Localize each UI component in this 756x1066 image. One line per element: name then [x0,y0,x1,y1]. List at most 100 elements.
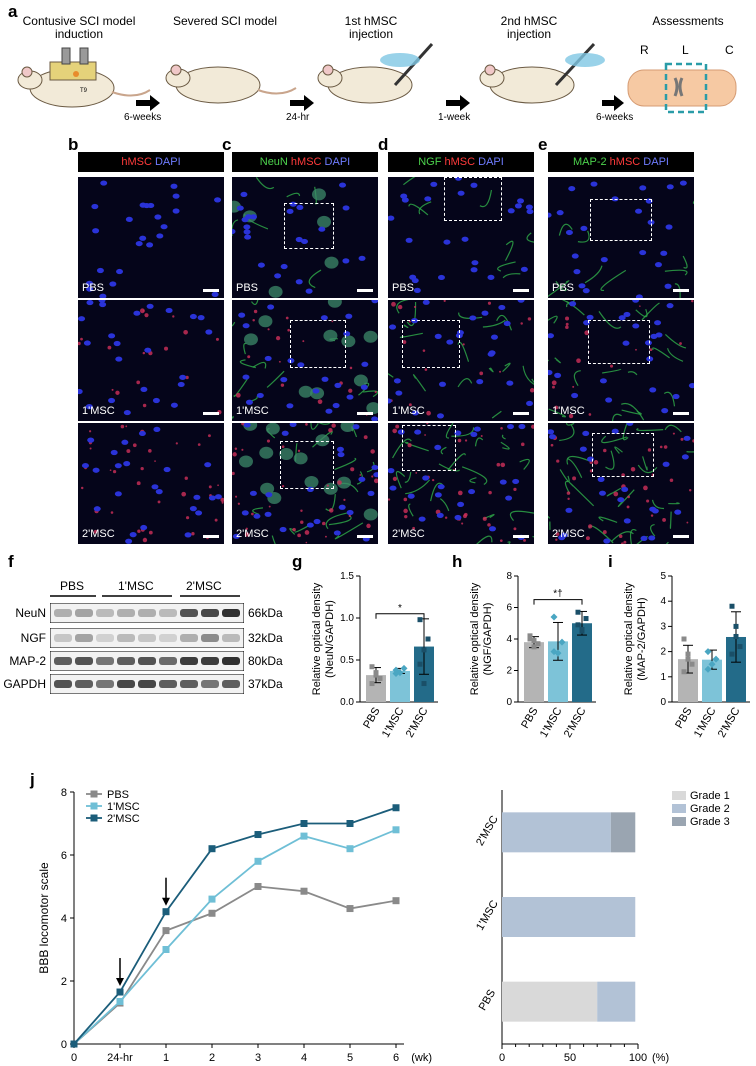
green-signal [507,541,511,544]
hmsc-signal [350,467,355,472]
neun-cell [243,333,258,346]
series-point [300,820,308,827]
hmsc-signal [630,466,636,472]
green-signal [440,446,447,455]
dapi-nucleus [597,476,605,482]
hmsc-signal [531,424,534,429]
green-signal [408,503,414,517]
hmsc-signal [692,439,694,443]
green-signal [461,466,488,485]
hmsc-signal [325,535,327,538]
dapi-nucleus [87,437,95,443]
hmsc-signal [627,495,630,499]
hmsc-signal [610,364,614,368]
dapi-nucleus [86,286,94,292]
step-first-injection-label: 1st hMSC injection [344,14,398,41]
wb-size-label: 80kDa [248,654,283,668]
dapi-nucleus [123,409,131,416]
dapi-nucleus [582,430,590,437]
neun-cell [341,335,356,348]
micro-bg [232,177,378,298]
dapi-nucleus [490,334,498,340]
hmsc-signal [499,539,503,542]
dapi-nucleus [507,423,515,430]
green-signal [641,302,660,321]
y-tick-label: 1 [660,672,666,683]
hmsc-signal [281,484,285,488]
hmsc-signal [208,485,212,489]
data-point [369,681,375,687]
hmsc-signal [395,424,400,429]
hmsc-signal [680,437,684,441]
dapi-nucleus [197,315,205,321]
hmsc-signal [669,478,674,483]
dapi-nucleus [683,435,691,441]
dapi-nucleus [654,320,662,326]
dapi-nucleus [358,255,366,261]
dapi-nucleus [301,238,309,245]
wb-band [201,609,219,617]
dapi-nucleus [243,224,251,230]
wb-band [75,680,93,688]
data-point [531,644,537,650]
hmsc-signal [281,445,285,449]
wb-band [201,634,219,642]
row-label: PBS [392,282,415,294]
dapi-nucleus [457,190,465,196]
green-signal [469,477,477,484]
stain-hmsc: hMSC [441,156,476,168]
dapi-nucleus [100,180,108,186]
hmsc-signal [285,316,289,320]
green-signal [474,437,484,447]
dapi-nucleus [571,253,579,259]
neun-cell [238,455,253,468]
panel-letter-a: a [8,2,18,21]
hmsc-signal [115,390,120,395]
green-signal [606,487,622,497]
hmsc-signal [363,435,368,440]
micro-header-1: NeuN hMSC DAPI [232,152,378,172]
legend-swatch [672,817,686,826]
dapi-nucleus [155,489,163,495]
hmsc-signal [207,434,211,438]
y-axis-label-line: Relative optical density [311,582,323,695]
hmsc-signal [185,375,189,380]
wb-group-pbs: PBS [60,579,85,593]
hmsc-signal [374,390,377,394]
wb-strip [50,674,244,694]
dapi-nucleus [434,333,442,339]
hmsc-signal [568,413,574,419]
legend-swatch [672,791,686,800]
hmsc-signal [297,533,301,538]
data-point [400,664,408,672]
dapi-nucleus [600,257,608,263]
inset-box [592,433,654,477]
hmsc-signal [462,343,465,346]
step-severed-label: Severed SCI model [172,14,278,28]
green-signal [232,219,239,236]
region-c: C [725,43,734,57]
interval-4: 6-weeks [596,112,634,123]
hmsc-signal [415,472,418,474]
dapi-nucleus [520,266,528,272]
inset-box [290,320,346,368]
hmsc-signal [304,530,310,535]
data-point [733,633,739,639]
dapi-nucleus [244,214,252,220]
green-signal [458,312,483,319]
green-signal [334,457,357,471]
significance-marker: * [398,603,402,614]
dapi-nucleus [622,340,630,346]
dapi-nucleus [146,242,154,248]
dapi-nucleus [339,182,347,188]
hmsc-signal [572,385,575,388]
dapi-nucleus [193,494,201,500]
hmsc-signal [662,518,666,522]
y-tick-label: 1.0 [340,613,354,624]
significance-marker: *† [553,589,562,600]
hmsc-signal [337,480,342,485]
dapi-nucleus [688,382,694,389]
dapi-nucleus [649,387,657,393]
dapi-nucleus [195,510,203,516]
dapi-nucleus [113,340,121,347]
